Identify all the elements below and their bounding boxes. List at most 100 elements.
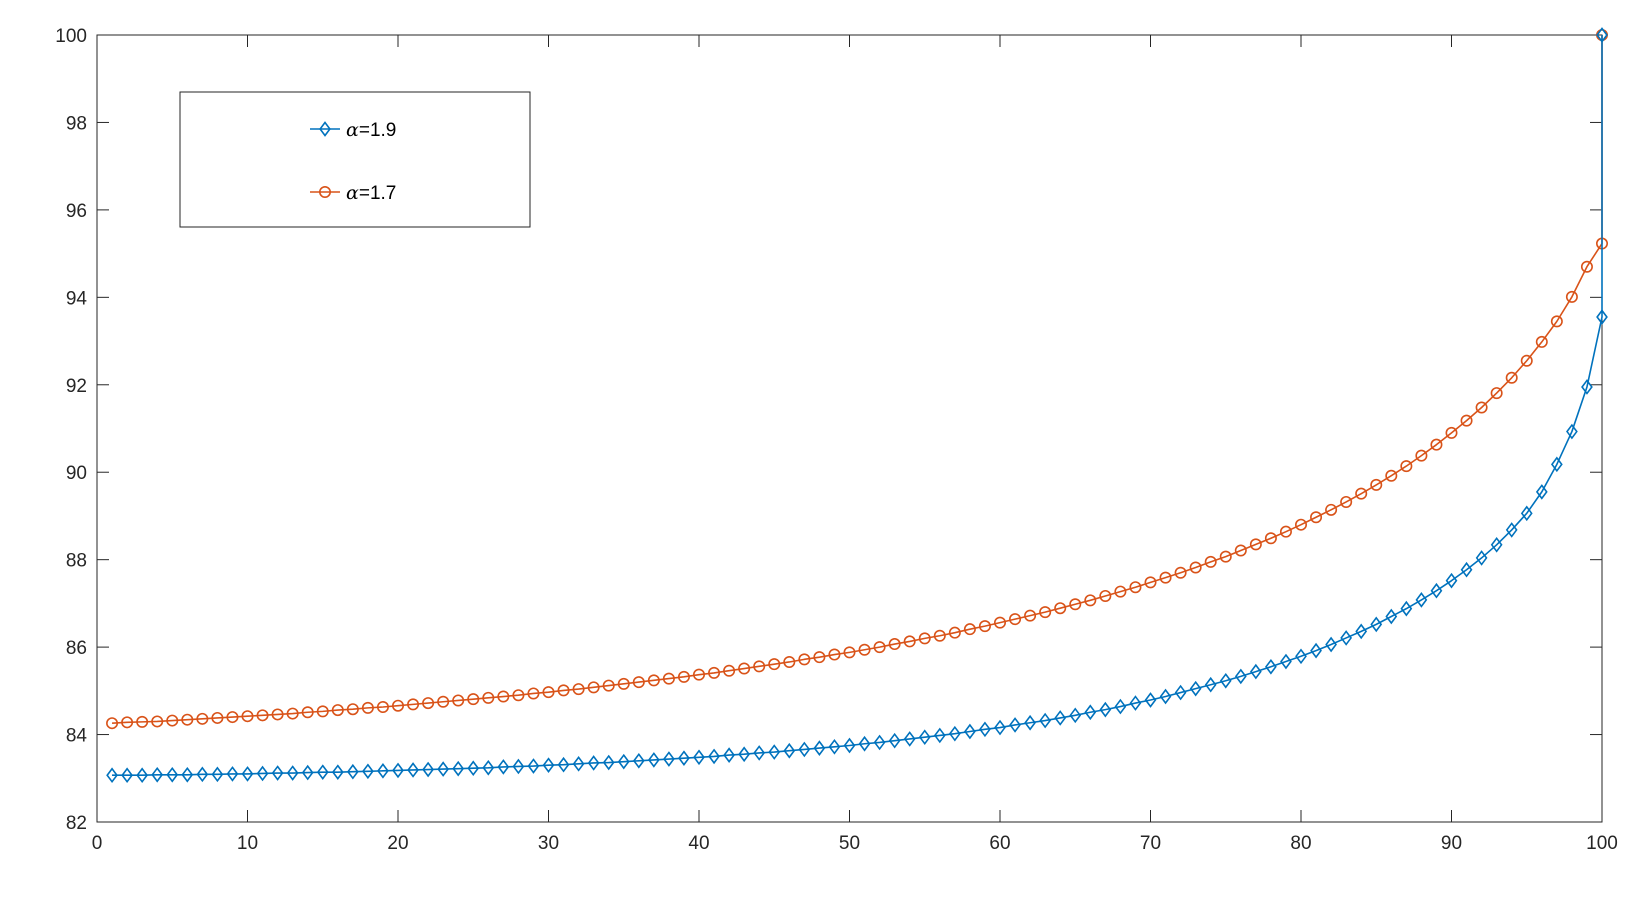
data-point-alpha-1-9 [1295,648,1307,665]
x-tick-label: 100 [1586,833,1618,854]
data-point-alpha-1-9 [362,763,374,780]
data-point-alpha-1-7 [888,638,901,651]
data-point-alpha-1-9 [1219,672,1232,689]
data-point-alpha-1-7 [497,690,510,703]
data-point-alpha-1-9 [1009,717,1021,733]
legend-alpha-symbol: α [346,182,359,204]
data-point-alpha-1-7 [828,648,841,661]
data-point-alpha-1-9 [467,760,480,777]
data-point-alpha-1-7 [542,686,555,699]
data-point-alpha-1-9 [1400,600,1413,617]
y-tick-label: 84 [66,726,88,747]
data-point-alpha-1-7 [1159,571,1172,584]
data-point-alpha-1-7 [1520,354,1533,367]
x-tick-label: 70 [1140,833,1161,854]
data-point-alpha-1-9 [1280,653,1292,670]
data-point-alpha-1-9 [346,763,359,780]
data-point-alpha-1-9 [903,731,916,747]
data-point-alpha-1-7 [256,709,269,722]
data-point-alpha-1-7 [241,710,254,723]
data-point-alpha-1-7 [602,679,615,692]
data-point-alpha-1-7 [918,632,931,645]
y-tick-label: 92 [66,376,87,397]
data-point-alpha-1-9 [738,746,751,763]
data-point-alpha-1-7 [1234,544,1247,557]
x-tick-label: 90 [1441,833,1462,854]
data-point-alpha-1-7 [346,703,359,716]
data-point-alpha-1-9 [1490,536,1503,553]
data-point-alpha-1-9 [1581,379,1593,395]
data-point-alpha-1-9 [1415,592,1428,608]
data-point-alpha-1-7 [1009,613,1022,626]
data-point-alpha-1-7 [1505,371,1518,384]
x-tick-label: 10 [237,833,258,854]
data-point-alpha-1-7 [1550,315,1563,328]
data-point-alpha-1-9 [979,721,991,738]
data-point-alpha-1-9 [1174,684,1187,701]
data-point-alpha-1-7 [407,698,420,711]
data-point-alpha-1-9 [1460,561,1473,578]
data-point-alpha-1-7 [1475,401,1488,414]
series-alpha-1-7 [106,28,1609,730]
legend-marker-alpha-1-9 [319,121,331,137]
data-point-alpha-1-7 [677,670,690,683]
data-point-alpha-1-9 [196,766,209,783]
data-point-alpha-1-7 [1189,561,1202,574]
data-point-alpha-1-9 [497,759,510,775]
data-point-alpha-1-7 [1325,503,1338,516]
data-point-alpha-1-9 [512,758,525,775]
data-point-alpha-1-9 [527,758,540,774]
data-point-alpha-1-7 [1204,555,1217,568]
data-point-alpha-1-7 [1355,487,1368,500]
data-point-alpha-1-9 [572,756,585,772]
x-tick-label: 60 [989,833,1010,854]
x-tick-label: 50 [839,833,860,854]
data-point-alpha-1-9 [1596,27,1608,43]
data-point-alpha-1-9 [948,725,961,742]
data-point-alpha-1-7 [1490,387,1503,400]
data-point-alpha-1-7 [361,701,374,714]
data-point-alpha-1-7 [512,689,525,702]
data-point-alpha-1-9 [1566,423,1578,440]
data-point-alpha-1-9 [632,752,645,769]
data-point-alpha-1-9 [106,767,118,784]
data-point-alpha-1-9 [723,747,735,763]
data-point-alpha-1-9 [256,765,269,782]
data-point-alpha-1-7 [768,658,781,671]
data-point-alpha-1-7 [316,705,329,718]
legend: α=1.9α=1.7 [179,91,531,228]
data-point-alpha-1-9 [1054,710,1067,726]
data-point-alpha-1-9 [888,732,901,749]
data-point-alpha-1-7 [1114,585,1127,598]
data-point-alpha-1-9 [693,749,705,766]
y-tick-label: 90 [66,463,87,484]
data-point-alpha-1-7 [1385,469,1398,482]
data-point-alpha-1-9 [1234,668,1247,685]
legend-box [179,91,531,228]
data-point-alpha-1-7 [376,701,389,714]
data-point-alpha-1-9 [1099,701,1112,718]
data-point-alpha-1-7 [1144,576,1157,589]
data-point-alpha-1-7 [692,668,705,681]
data-point-alpha-1-9 [1310,642,1322,659]
data-point-alpha-1-7 [437,695,450,708]
legend-marker-alpha-1-7 [318,186,331,199]
data-point-alpha-1-7 [978,620,991,633]
data-point-alpha-1-7 [1099,589,1112,602]
data-point-alpha-1-7 [587,681,600,694]
data-point-alpha-1-7 [783,655,796,668]
data-point-alpha-1-7 [933,629,946,642]
y-tick-label: 94 [66,288,88,309]
data-point-alpha-1-9 [843,737,856,754]
data-point-alpha-1-9 [1355,623,1368,640]
data-point-alpha-1-7 [422,697,435,710]
data-point-alpha-1-9 [151,766,164,783]
data-point-alpha-1-7 [798,653,811,666]
data-point-alpha-1-9 [377,763,389,779]
data-point-alpha-1-9 [933,727,946,744]
data-point-alpha-1-7 [557,684,570,697]
data-point-alpha-1-7 [1264,532,1277,545]
data-point-alpha-1-9 [1039,712,1052,729]
data-point-alpha-1-7 [903,635,916,648]
